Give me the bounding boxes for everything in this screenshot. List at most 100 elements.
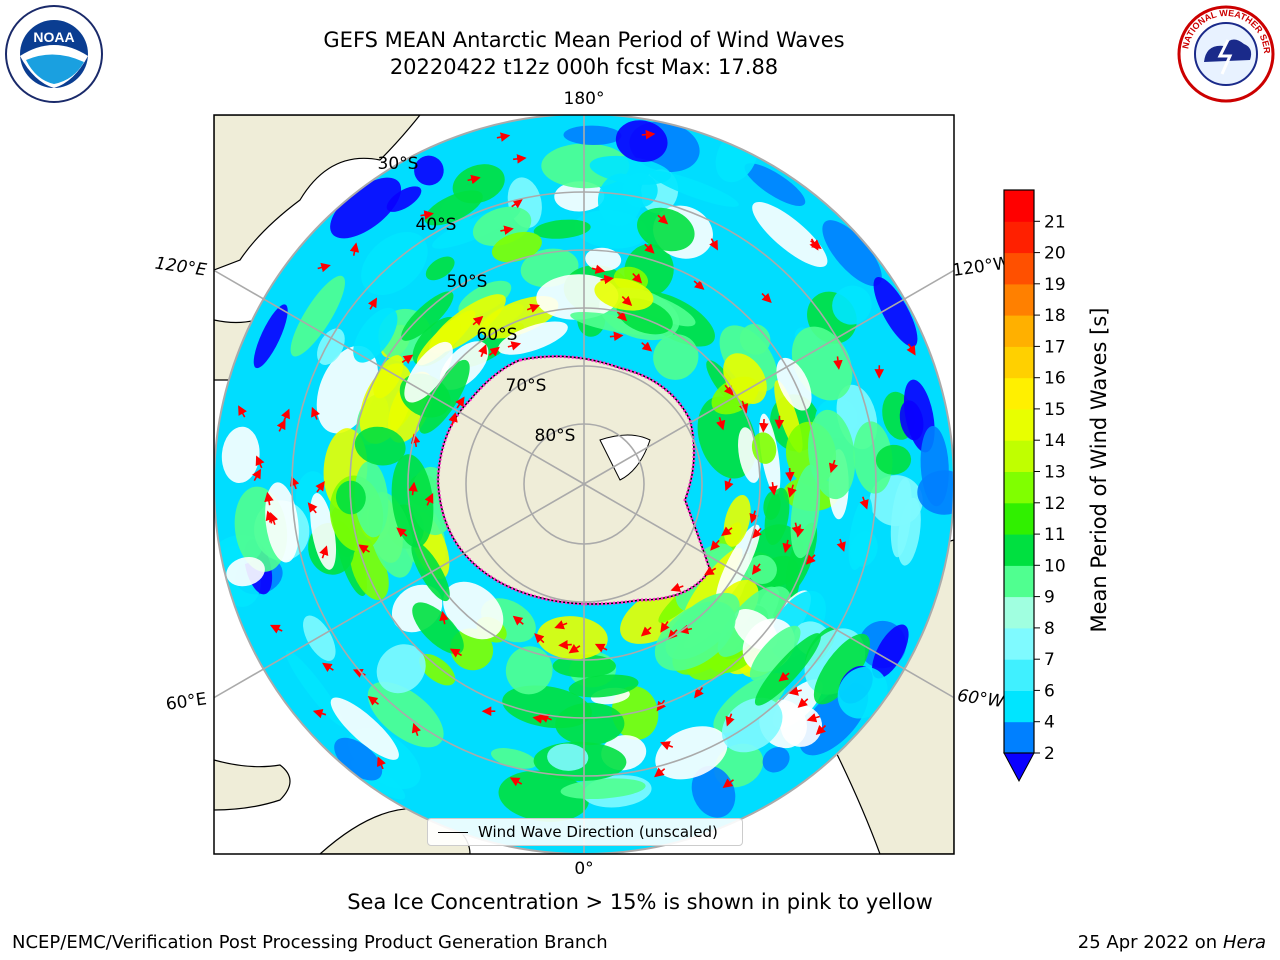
- colorbar-tick-label: 4: [1044, 713, 1055, 733]
- wave-period-patch: [330, 697, 399, 760]
- wave-direction-arrow: [269, 624, 283, 634]
- nws-logo-icon: NATIONAL WEATHER SERVICE: [1176, 4, 1275, 103]
- wave-period-patch: [290, 275, 345, 357]
- graticule: [214, 115, 954, 854]
- lon-label-60e: 60°E: [165, 689, 208, 714]
- wave-period-patch: [653, 334, 699, 380]
- wave-direction-arrow: [641, 129, 656, 140]
- wave-period-patch: [597, 173, 643, 226]
- wave-period-patch: [585, 247, 622, 272]
- wave-direction-arrow: [836, 538, 846, 552]
- wave-period-patch: [563, 125, 622, 146]
- wave-direction-arrow: [768, 481, 778, 496]
- machine-name: Hera: [1222, 932, 1266, 953]
- colorbar-swatch: [1004, 346, 1034, 379]
- wave-direction-arrow: [312, 708, 327, 719]
- wave-period-patch: [813, 633, 870, 705]
- wave-direction-arrow: [751, 563, 762, 575]
- wave-period-patch: [425, 256, 455, 281]
- wave-direction-arrow: [693, 279, 705, 290]
- wave-period-patch: [221, 426, 260, 484]
- wave-period-patch: [353, 307, 398, 363]
- wave-period-patch: [747, 555, 777, 584]
- wave-period-patch: [505, 646, 553, 695]
- wave-period-patch: [376, 644, 426, 694]
- wave-direction-arrow: [815, 724, 827, 736]
- meridian-line: [214, 483, 585, 699]
- colorbar-swatch: [1004, 502, 1034, 535]
- wave-direction-arrow: [640, 626, 652, 637]
- wave-direction-arrow: [509, 777, 523, 787]
- wind-wave-arrows: [238, 129, 916, 788]
- colorbar-swatch: [1004, 721, 1034, 754]
- wave-period-patch: [443, 581, 504, 640]
- wave-direction-arrow: [568, 644, 581, 654]
- wave-direction-arrow: [670, 582, 684, 592]
- wave-period-patch: [808, 409, 856, 500]
- colorbar-swatch: [1004, 627, 1034, 660]
- wave-period-patch: [560, 778, 646, 800]
- wave-period-patch: [776, 357, 812, 411]
- wave-direction-arrow: [809, 238, 819, 251]
- wave-direction-arrow: [785, 468, 795, 482]
- date-stamp-text: 25 Apr 2022 on: [1077, 932, 1223, 953]
- wave-period-patch: [762, 747, 790, 773]
- wave-direction-arrow: [439, 610, 449, 625]
- colorbar-tick-label: 7: [1044, 650, 1055, 670]
- wave-period-patch: [871, 624, 909, 679]
- wave-period-patch: [317, 328, 345, 365]
- colorbar-tick-label: 8: [1044, 619, 1055, 639]
- colorbar-tick-label: 14: [1044, 431, 1066, 451]
- wave-direction-arrow: [367, 696, 379, 706]
- wave-period-patch: [354, 461, 389, 538]
- wave-period-patch: [873, 277, 918, 347]
- sea-ice-footnote: Sea Ice Concentration > 15% is shown in …: [347, 890, 933, 914]
- wave-direction-arrow: [358, 544, 370, 554]
- wave-period-patch: [853, 421, 893, 494]
- map-legend: Wind Wave Direction (unscaled): [427, 818, 743, 846]
- colorbar-tick-label: 13: [1044, 463, 1066, 483]
- colorbar: 2 4 6 7 8 9 10 11 12 13 14 15 16 17 18 19 20 21 Mean Peri…: [1003, 189, 1111, 783]
- wave-period-patch: [665, 592, 740, 660]
- wave-period-patch: [265, 482, 299, 563]
- wave-period-patch: [253, 304, 288, 369]
- wave-direction-arrow: [654, 767, 666, 778]
- wave-direction-arrow: [641, 341, 653, 352]
- wave-direction-arrow: [368, 297, 378, 310]
- colorbar-swatch: [1004, 315, 1034, 347]
- wave-direction-arrow: [806, 713, 820, 723]
- wave-period-patch: [303, 615, 336, 661]
- wave-period-patch: [386, 186, 422, 212]
- wave-period-patch: [752, 201, 828, 268]
- wave-period-patch: [429, 294, 506, 354]
- wave-period-patch: [285, 650, 345, 727]
- map-frame-content: [214, 115, 954, 854]
- meridian-line: [583, 483, 954, 699]
- wave-direction-arrow: [269, 511, 279, 525]
- wave-period-patch: [555, 702, 625, 746]
- meridian-line: [214, 269, 585, 485]
- colorbar-ticks: 2 4 6 7 8 9 10 11 12 13 14 15 16 17 18 19 20 21: [1034, 212, 1066, 764]
- colorbar-tick-label: 16: [1044, 369, 1066, 389]
- wave-direction-arrow: [401, 354, 414, 365]
- wave-period-patch: [533, 219, 591, 239]
- wave-direction-arrow: [319, 545, 329, 559]
- wave-direction-arrow: [315, 480, 325, 493]
- wave-direction-arrow: [833, 356, 843, 370]
- wave-direction-arrow: [616, 311, 628, 322]
- wave-direction-arrow: [600, 274, 614, 285]
- wave-direction-arrow: [710, 539, 721, 551]
- wave-direction-arrow: [322, 662, 334, 673]
- wave-direction-arrow: [788, 686, 802, 696]
- wave-period-patch: [822, 220, 882, 287]
- wave-direction-arrow: [554, 620, 568, 630]
- lon-label-0: 0°: [574, 859, 593, 879]
- wave-direction-arrow: [455, 396, 465, 409]
- wave-period-patch: [391, 454, 434, 548]
- wave-period-patch: [875, 444, 912, 475]
- wave-period-patch: [637, 207, 695, 252]
- colorbar-swatch: [1004, 408, 1034, 441]
- colorbar-tick-label: 18: [1044, 306, 1066, 326]
- lon-label-120e: 120°E: [154, 254, 208, 281]
